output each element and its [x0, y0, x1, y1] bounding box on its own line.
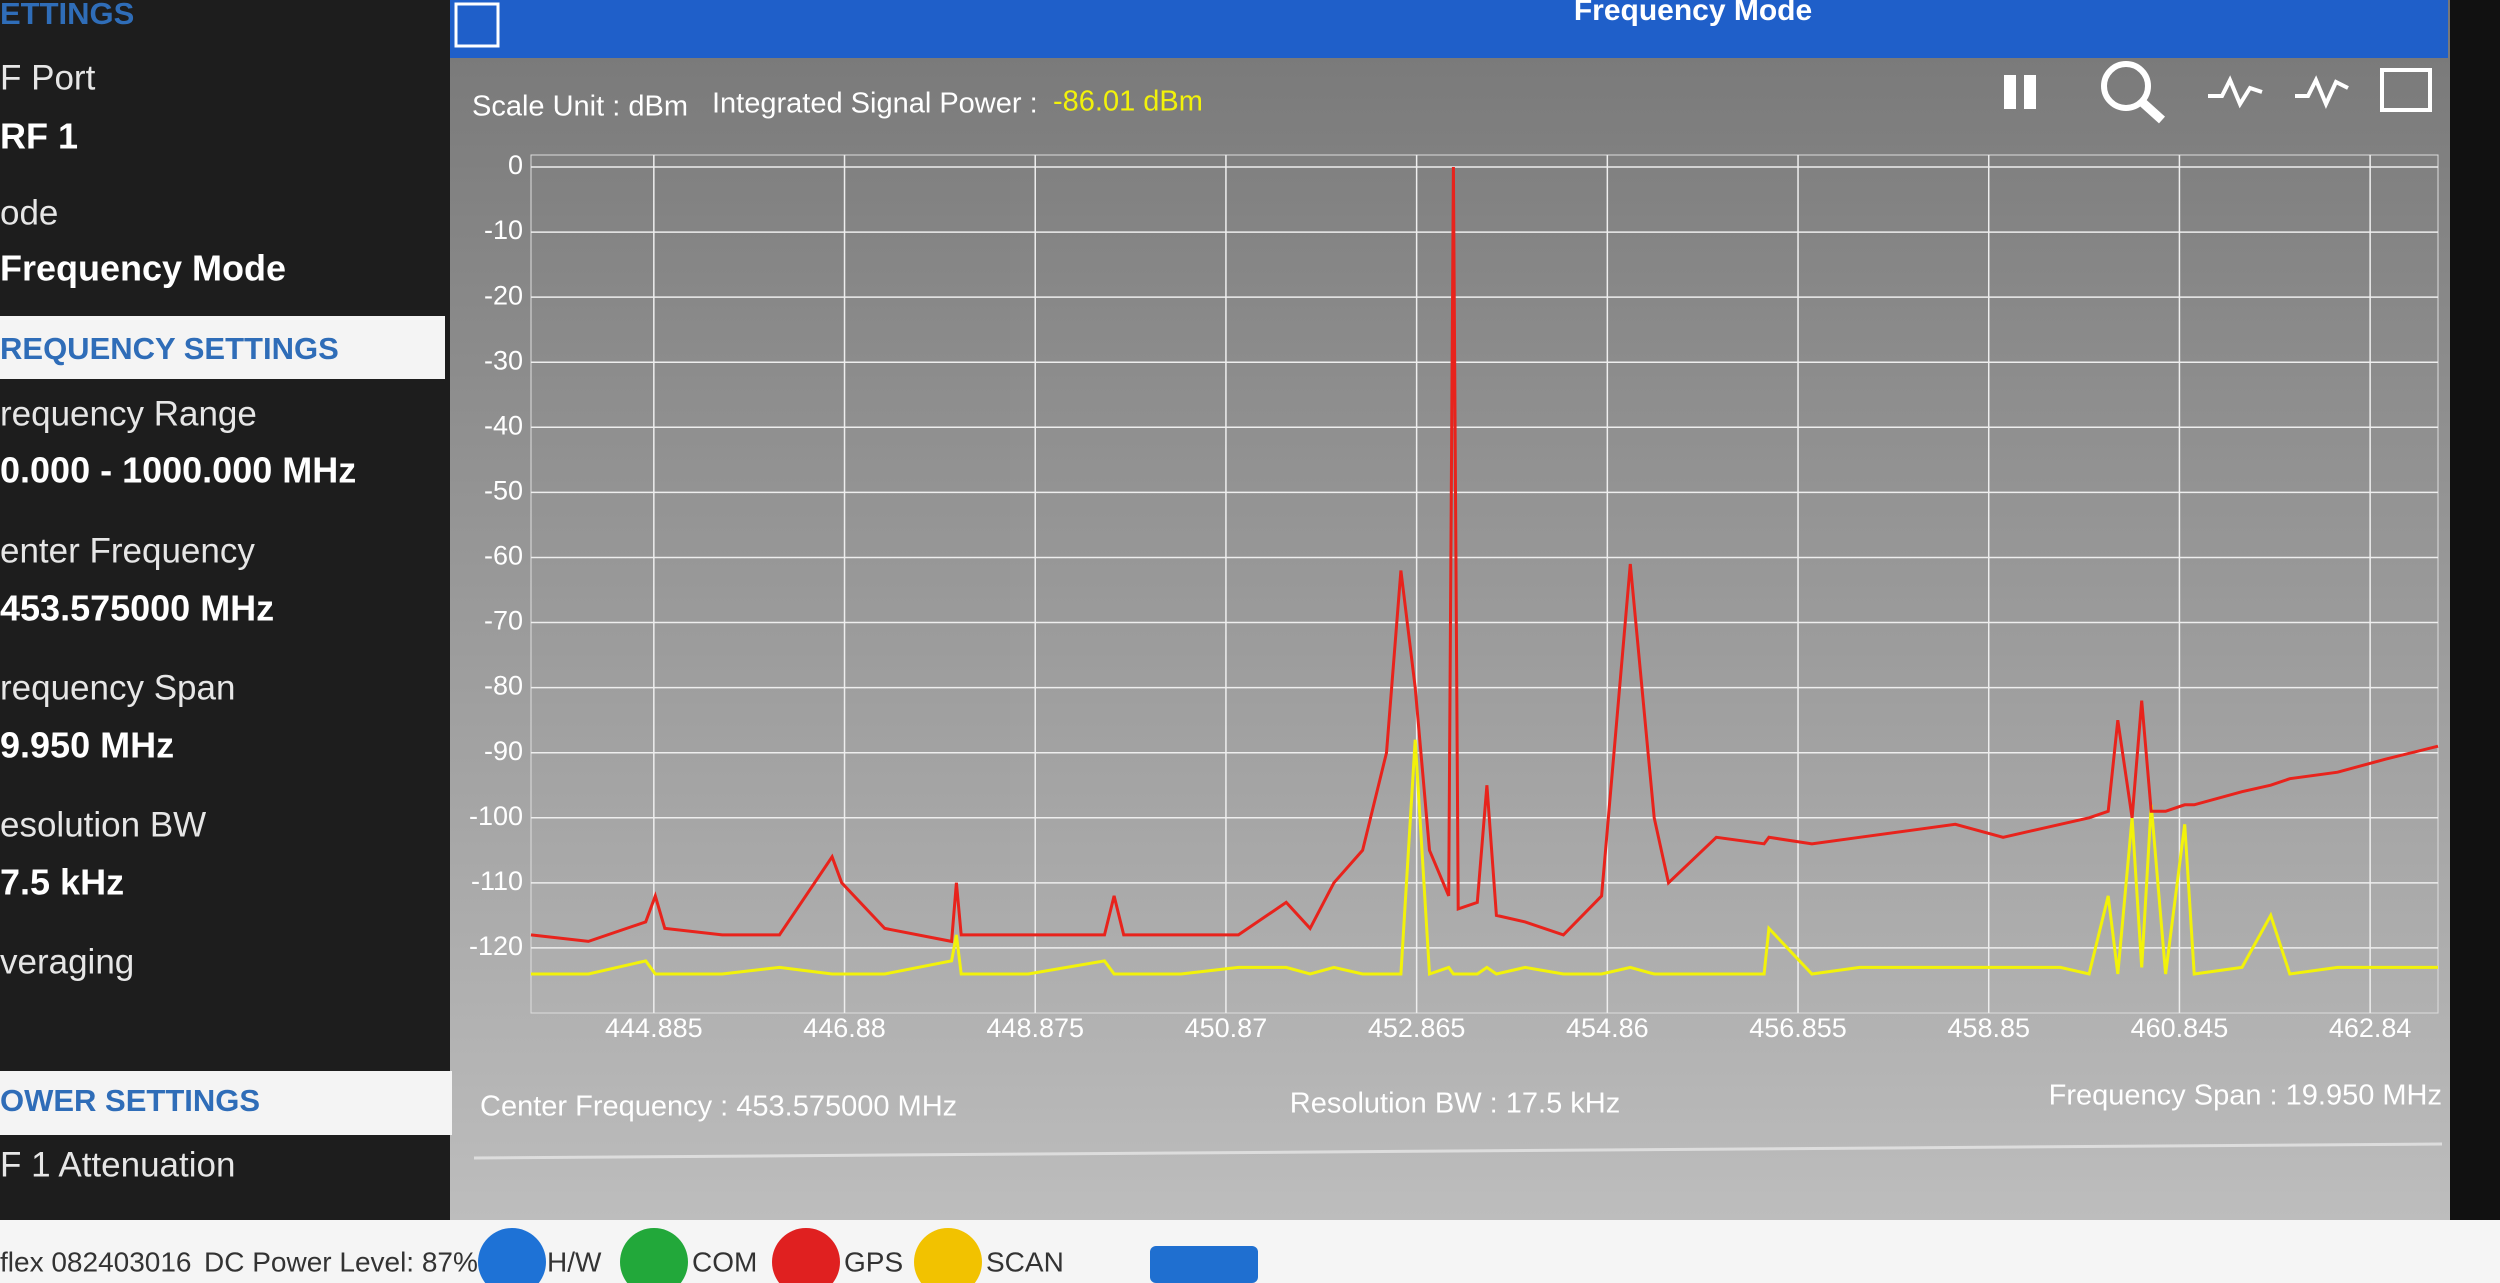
y-tick-label: -40 — [484, 410, 523, 440]
back-button[interactable] — [454, 2, 500, 48]
com-icon[interactable] — [620, 1228, 688, 1283]
x-tick-label: 458.85 — [1947, 1013, 2030, 1043]
power-value: -86.01 dBm — [1053, 86, 1203, 118]
y-tick-label: -50 — [484, 476, 523, 506]
sidebar-label: F 1 Attenuation — [0, 1145, 235, 1184]
y-tick-label: -60 — [484, 541, 523, 571]
target-button[interactable] — [2380, 68, 2432, 112]
footer-center: Center Frequency : 453.575000 MHz — [480, 1091, 957, 1123]
zoom-handle — [2138, 98, 2166, 124]
x-tick-label: 456.855 — [1749, 1013, 1847, 1043]
sidebar-label: veraging — [0, 942, 134, 981]
x-tick-label: 448.875 — [986, 1013, 1084, 1043]
scan-icon[interactable] — [914, 1228, 982, 1283]
plot: 0 -10 -20 -30 -40 -50 -60 -70 -80 -90 -100 -110 -120… — [469, 150, 2439, 1043]
status-button[interactable]: COM — [692, 1246, 757, 1277]
power-level: DC Power Level: 87% — [204, 1246, 478, 1277]
y-tick-label: -120 — [469, 931, 523, 961]
trace — [530, 166, 2439, 944]
section-band — [0, 1071, 452, 1135]
sidebar-label: ode — [0, 193, 58, 232]
power-label: Integrated Signal Power : — [712, 88, 1038, 120]
y-tick-label: -90 — [484, 736, 523, 766]
sidebar-label: requency Range — [0, 394, 257, 433]
scale-unit: Scale Unit : dBm — [472, 91, 688, 123]
y-tick-label: -100 — [469, 801, 523, 831]
divider — [473, 1142, 2443, 1160]
sidebar-value: 453.575000 MHz — [0, 588, 274, 629]
x-tick-label: 454.86 — [1566, 1013, 1649, 1043]
sidebar-value: 7.5 kHz — [0, 862, 124, 903]
hw-icon[interactable] — [478, 1228, 546, 1283]
status-button[interactable]: GPS — [844, 1246, 903, 1277]
pause-button[interactable] — [2024, 75, 2036, 109]
sidebar-value: 9.950 MHz — [0, 725, 174, 766]
y-tick-label: 0 — [508, 150, 523, 180]
footer-span: Frequency Span : 19.950 MHz — [2049, 1080, 2442, 1112]
sidebar-title: ETTINGS — [0, 0, 134, 31]
zoom-button[interactable] — [2101, 61, 2151, 111]
x-tick-label: 452.865 — [1368, 1013, 1466, 1043]
gps-icon[interactable] — [772, 1228, 840, 1283]
header-title: Frequency Mode — [1574, 0, 1812, 27]
status-button[interactable]: SCAN — [986, 1246, 1064, 1277]
y-tick-label: -110 — [471, 866, 523, 896]
x-tick-label: 444.885 — [605, 1013, 703, 1043]
y-tick-label: -20 — [484, 280, 523, 310]
log-tab[interactable] — [1150, 1246, 1258, 1283]
sidebar-label: requency Span — [0, 668, 235, 707]
y-tick-label: -30 — [484, 345, 523, 375]
sidebar-label: esolution BW — [0, 805, 206, 844]
sidebar-label: enter Frequency — [0, 531, 255, 570]
peak-button[interactable] — [2295, 75, 2349, 110]
device-id: flex 082403016 — [0, 1246, 192, 1277]
y-tick-label: -80 — [484, 671, 523, 701]
x-tick-label: 446.88 — [803, 1013, 886, 1043]
status-button[interactable]: H/W — [547, 1246, 602, 1277]
sidebar-value: RF 1 — [0, 116, 78, 157]
plot-area — [530, 154, 2439, 1014]
trace — [531, 739, 2438, 977]
toolbar — [2004, 61, 2432, 124]
x-tick-label: 460.845 — [2131, 1013, 2229, 1043]
section-band — [0, 316, 445, 379]
x-tick-label: 462.84 — [2329, 1013, 2412, 1043]
footer-rbw: Resolution BW : 17.5 kHz — [1290, 1088, 1620, 1120]
y-tick-label: -10 — [484, 215, 523, 245]
trace-button[interactable] — [2208, 75, 2263, 109]
section-header: OWER SETTINGS — [0, 1083, 260, 1118]
sidebar — [0, 0, 450, 1220]
sidebar-value: 0.000 - 1000.000 MHz — [0, 450, 356, 491]
section-header: REQUENCY SETTINGS — [0, 331, 339, 366]
sidebar-label: F Port — [0, 58, 96, 97]
header-bar — [450, 0, 2448, 58]
pause-button[interactable] — [2004, 75, 2016, 109]
y-tick-label: -70 — [484, 606, 523, 636]
sidebar-value: Frequency Mode — [0, 248, 286, 289]
x-tick-label: 450.87 — [1185, 1013, 1268, 1043]
